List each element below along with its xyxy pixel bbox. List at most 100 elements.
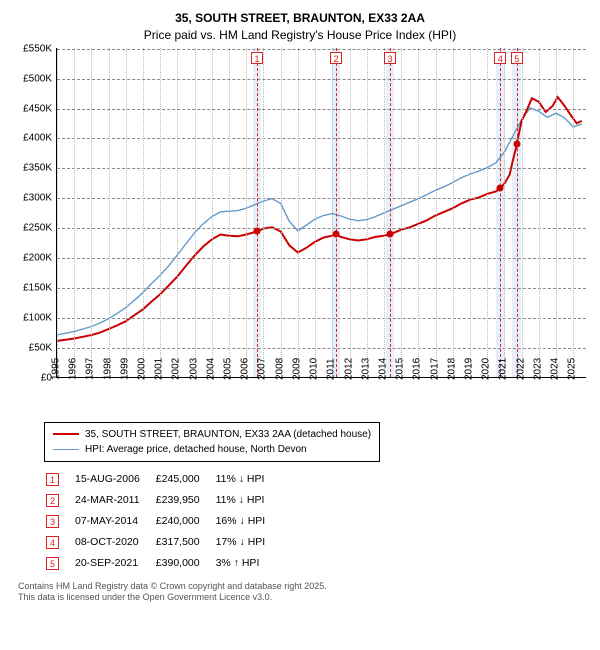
gridline-h: [57, 348, 586, 349]
x-tick-label: 2002: [171, 357, 182, 379]
marker-line: [390, 48, 391, 377]
marker-box: 4: [494, 52, 506, 64]
x-tick-label: 2020: [481, 357, 492, 379]
x-tick-label: 1995: [51, 357, 62, 379]
legend-swatch-blue: [53, 449, 79, 450]
y-tick-label: £100K: [23, 312, 52, 323]
x-tick-label: 2019: [463, 357, 474, 379]
x-tick-label: 1997: [85, 357, 96, 379]
line-property: [57, 97, 582, 341]
x-tick-label: 2004: [205, 357, 216, 379]
x-tick-label: 1998: [102, 357, 113, 379]
transaction-price: £240,000: [156, 512, 214, 531]
transaction-delta: 17% ↓ HPI: [216, 533, 280, 552]
x-tick-label: 2001: [154, 357, 165, 379]
legend-label-hpi: HPI: Average price, detached house, Nort…: [85, 442, 307, 457]
marker-dot: [513, 141, 520, 148]
y-tick-label: £550K: [23, 43, 52, 54]
chart: £0£50K£100K£150K£200K£250K£300K£350K£400…: [8, 48, 592, 418]
x-tick-label: 2009: [291, 357, 302, 379]
gridline-v: [522, 48, 523, 377]
transaction-date: 08-OCT-2020: [75, 533, 154, 552]
gridline-v: [281, 48, 282, 377]
gridline-h: [57, 198, 586, 199]
x-tick-label: 2006: [240, 357, 251, 379]
gridline-h: [57, 318, 586, 319]
transaction-index: 5: [46, 554, 73, 573]
gridline-v: [418, 48, 419, 377]
marker-dot: [497, 184, 504, 191]
transaction-delta: 11% ↓ HPI: [216, 470, 280, 489]
legend-label-property: 35, SOUTH STREET, BRAUNTON, EX33 2AA (de…: [85, 427, 371, 442]
transaction-delta: 11% ↓ HPI: [216, 491, 280, 510]
gridline-v: [160, 48, 161, 377]
y-tick-label: £300K: [23, 193, 52, 204]
x-tick-label: 2003: [188, 357, 199, 379]
legend: 35, SOUTH STREET, BRAUNTON, EX33 2AA (de…: [44, 422, 380, 462]
gridline-v: [367, 48, 368, 377]
gridline-v: [384, 48, 385, 377]
gridline-v: [109, 48, 110, 377]
gridline-v: [143, 48, 144, 377]
transaction-date: 24-MAR-2011: [75, 491, 154, 510]
marker-line: [500, 48, 501, 377]
x-tick-label: 2011: [326, 358, 337, 380]
marker-dot: [386, 231, 393, 238]
gridline-v: [212, 48, 213, 377]
y-tick-label: £450K: [23, 103, 52, 114]
legend-item-property: 35, SOUTH STREET, BRAUNTON, EX33 2AA (de…: [53, 427, 371, 442]
marker-box: 2: [330, 52, 342, 64]
x-tick-label: 1999: [119, 357, 130, 379]
transaction-delta: 16% ↓ HPI: [216, 512, 280, 531]
table-row: 224-MAR-2011£239,95011% ↓ HPI: [46, 491, 279, 510]
table-row: 307-MAY-2014£240,00016% ↓ HPI: [46, 512, 279, 531]
gridline-v: [556, 48, 557, 377]
gridline-h: [57, 109, 586, 110]
table-row: 408-OCT-2020£317,50017% ↓ HPI: [46, 533, 279, 552]
footer: Contains HM Land Registry data © Crown c…: [18, 581, 592, 604]
x-tick-label: 2016: [412, 357, 423, 379]
transaction-index: 1: [46, 470, 73, 489]
marker-box: 1: [251, 52, 263, 64]
x-tick-label: 2000: [137, 357, 148, 379]
x-tick-label: 2017: [429, 357, 440, 379]
gridline-v: [332, 48, 333, 377]
transaction-price: £390,000: [156, 554, 214, 573]
gridline-v: [504, 48, 505, 377]
y-axis: £0£50K£100K£150K£200K£250K£300K£350K£400…: [8, 48, 56, 378]
gridline-v: [350, 48, 351, 377]
x-tick-label: 2024: [550, 357, 561, 379]
legend-swatch-red: [53, 433, 79, 435]
chart-title: 35, SOUTH STREET, BRAUNTON, EX33 2AA Pri…: [8, 10, 592, 44]
transaction-price: £317,500: [156, 533, 214, 552]
transaction-delta: 3% ↑ HPI: [216, 554, 280, 573]
gridline-v: [401, 48, 402, 377]
x-tick-label: 2023: [532, 357, 543, 379]
gridline-v: [195, 48, 196, 377]
x-tick-label: 1996: [68, 357, 79, 379]
gridline-v: [573, 48, 574, 377]
x-tick-label: 2022: [515, 357, 526, 379]
gridline-h: [57, 288, 586, 289]
transaction-price: £239,950: [156, 491, 214, 510]
footer-line2: This data is licensed under the Open Gov…: [18, 592, 592, 604]
x-tick-label: 2018: [446, 357, 457, 379]
legend-item-hpi: HPI: Average price, detached house, Nort…: [53, 442, 371, 457]
gridline-v: [74, 48, 75, 377]
y-tick-label: £200K: [23, 253, 52, 264]
table-row: 520-SEP-2021£390,0003% ↑ HPI: [46, 554, 279, 573]
chart-lines: [57, 48, 587, 378]
gridline-v: [453, 48, 454, 377]
y-tick-label: £350K: [23, 163, 52, 174]
gridline-v: [470, 48, 471, 377]
transaction-date: 07-MAY-2014: [75, 512, 154, 531]
gridline-h: [57, 228, 586, 229]
x-tick-label: 2010: [309, 357, 320, 379]
marker-line: [257, 48, 258, 377]
x-tick-label: 2012: [343, 357, 354, 379]
marker-dot: [253, 228, 260, 235]
x-tick-label: 2014: [377, 357, 388, 379]
gridline-v: [298, 48, 299, 377]
transaction-date: 20-SEP-2021: [75, 554, 154, 573]
y-tick-label: £500K: [23, 73, 52, 84]
